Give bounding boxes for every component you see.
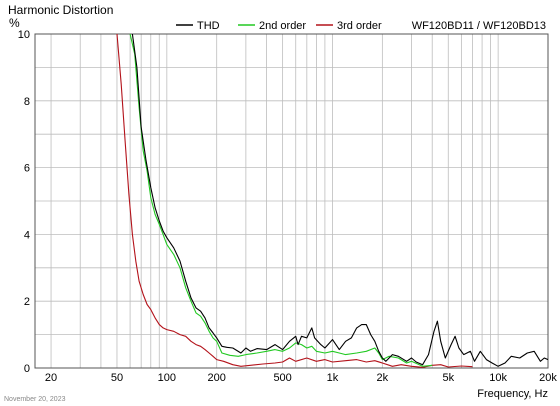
axis-tick-labels: 20 50 100 200 500 1k 2k 5k 10k 20k 0 2 4 6 8 10 [18,29,558,384]
series-line-thd [131,34,548,367]
x-tick-label: 20 [45,372,57,384]
legend-label-2nd-order: 2nd order [259,20,306,32]
x-tick-label: 2k [377,372,389,384]
x-tick-label: 20k [539,372,557,384]
grid-lines [35,34,549,368]
legend-item-thd: THD [176,20,220,32]
legend: THD 2nd order 3rd order [176,20,382,32]
x-tick-label: 100 [158,372,176,384]
legend-label-3rd-order: 3rd order [337,20,382,32]
x-tick-label: 1k [327,372,339,384]
y-axis-label: % [9,16,20,30]
legend-label-thd: THD [197,20,220,32]
plot-border [34,33,549,369]
series-line-2nd-order [129,34,433,367]
legend-item-3rd-order: 3rd order [316,20,382,32]
y-tick-label: 10 [18,29,30,41]
y-tick-label: 0 [24,363,30,375]
y-tick-label: 2 [24,296,30,308]
y-tick-label: 6 [24,163,30,175]
x-tick-label: 50 [111,372,123,384]
y-tick-label: 4 [24,229,30,241]
x-tick-label: 500 [273,372,291,384]
x-tick-label: 200 [208,372,226,384]
x-tick-label: 10k [489,372,507,384]
y-tick-label: 8 [24,96,30,108]
plot-frame [34,33,549,369]
series-line-3rd-order [116,34,473,368]
x-tick-label: 5k [442,372,454,384]
x-axis-label: Frequency, Hz [477,388,548,400]
model-label: WF120BD11 / WF120BD13 [412,20,546,32]
chart-title: Harmonic Distortion [8,3,113,17]
series-layer [116,34,548,368]
legend-item-2nd-order: 2nd order [238,20,306,32]
date-stamp: November 20, 2023 [4,396,66,403]
